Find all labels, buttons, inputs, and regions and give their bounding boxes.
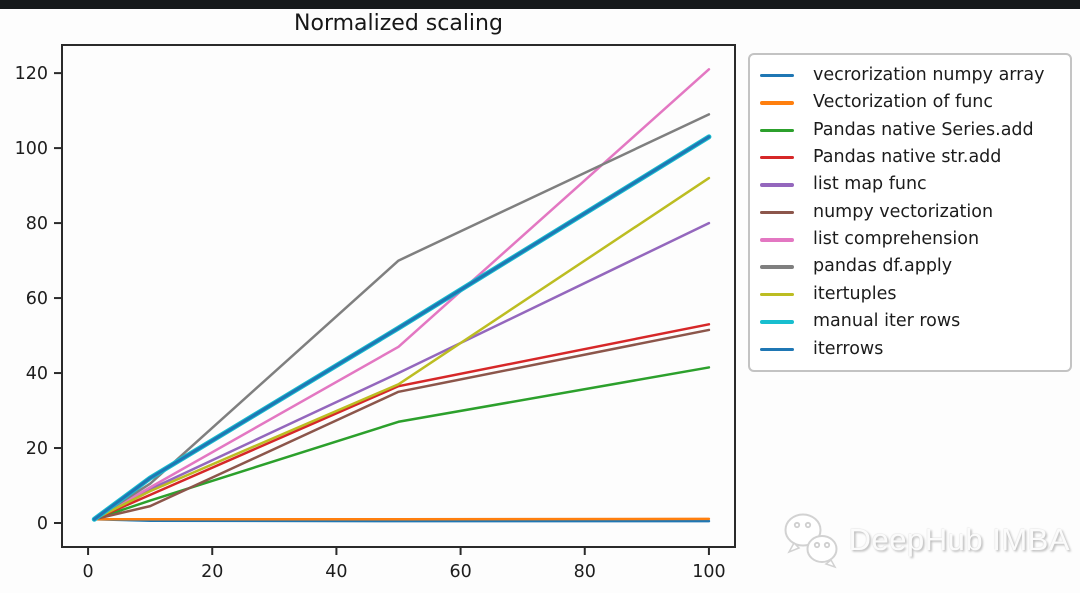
legend-line-swatch — [760, 101, 794, 105]
legend-item: Pandas native Series.add — [750, 117, 1070, 143]
legend-label: Pandas native Series.add — [813, 119, 1034, 140]
x-tick-label: 100 — [692, 562, 725, 582]
legend-item: list map func — [750, 172, 1070, 198]
legend-label: list map func — [813, 174, 927, 195]
legend-label: Vectorization of func — [813, 92, 994, 113]
y-tick-label: 40 — [26, 364, 48, 384]
chart-title: Normalized scaling — [294, 11, 503, 36]
series-line — [93, 176, 711, 521]
x-tick-label: 60 — [449, 562, 471, 582]
legend-label: itertuples — [813, 283, 897, 304]
legend-item: list comprehension — [750, 227, 1070, 253]
top-border-strip — [0, 0, 1080, 9]
legend-item: pandas df.apply — [750, 254, 1070, 280]
legend-label: pandas df.apply — [813, 256, 953, 277]
y-tick-label: 60 — [26, 289, 48, 309]
legend-line-swatch — [760, 183, 794, 187]
legend-label: list comprehension — [813, 229, 980, 250]
legend-label: numpy vectorization — [813, 201, 994, 222]
legend-label: Pandas native str.add — [813, 147, 1002, 167]
legend-item: Pandas native str.add — [750, 145, 1070, 171]
x-tick-label: 40 — [325, 562, 347, 582]
y-tick-label: 80 — [26, 214, 48, 234]
legend-label: iterrows — [813, 338, 884, 359]
y-tick-label: 120 — [15, 64, 48, 84]
legend-item: vecrorization numpy array — [750, 63, 1070, 89]
x-tick-label: 20 — [201, 562, 223, 582]
legend-line-swatch — [760, 320, 794, 324]
watermark: DeepHub IMBA — [781, 503, 1070, 577]
wechat-icon — [781, 503, 843, 577]
legend-label: vecrorization numpy array — [813, 64, 1045, 85]
legend-item: iterrows — [750, 336, 1070, 362]
legend-item: Vectorization of func — [750, 90, 1070, 116]
legend-item: itertuples — [750, 282, 1070, 308]
plot-border — [61, 44, 736, 548]
legend-line-swatch — [760, 128, 794, 133]
legend: vecrorization numpy array Vectorization o… — [748, 53, 1072, 372]
series-line — [93, 323, 711, 521]
legend-label: manual iter rows — [813, 311, 961, 332]
series-line — [92, 135, 711, 521]
x-tick-label: 80 — [574, 562, 596, 582]
legend-line-swatch — [760, 347, 794, 351]
legend-line-swatch — [760, 265, 794, 269]
legend-line-swatch — [760, 210, 794, 215]
series-line — [93, 366, 711, 521]
y-tick-label: 0 — [37, 514, 48, 534]
series-line — [93, 328, 711, 521]
y-tick-label: 20 — [26, 439, 48, 459]
legend-item: numpy vectorization — [750, 199, 1070, 225]
x-tick-label: 0 — [83, 562, 94, 582]
legend-line-swatch — [760, 292, 794, 297]
legend-item: manual iter rows — [750, 309, 1070, 335]
legend-line-swatch — [760, 238, 794, 242]
y-tick-label: 100 — [15, 139, 48, 159]
legend-line-swatch — [760, 156, 794, 160]
legend-line-swatch — [760, 73, 794, 78]
series-line — [93, 68, 711, 521]
watermark-text: DeepHub IMBA — [848, 522, 1070, 557]
